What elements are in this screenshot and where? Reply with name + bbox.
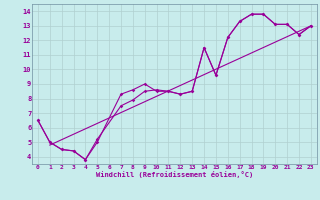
X-axis label: Windchill (Refroidissement éolien,°C): Windchill (Refroidissement éolien,°C) [96, 171, 253, 178]
